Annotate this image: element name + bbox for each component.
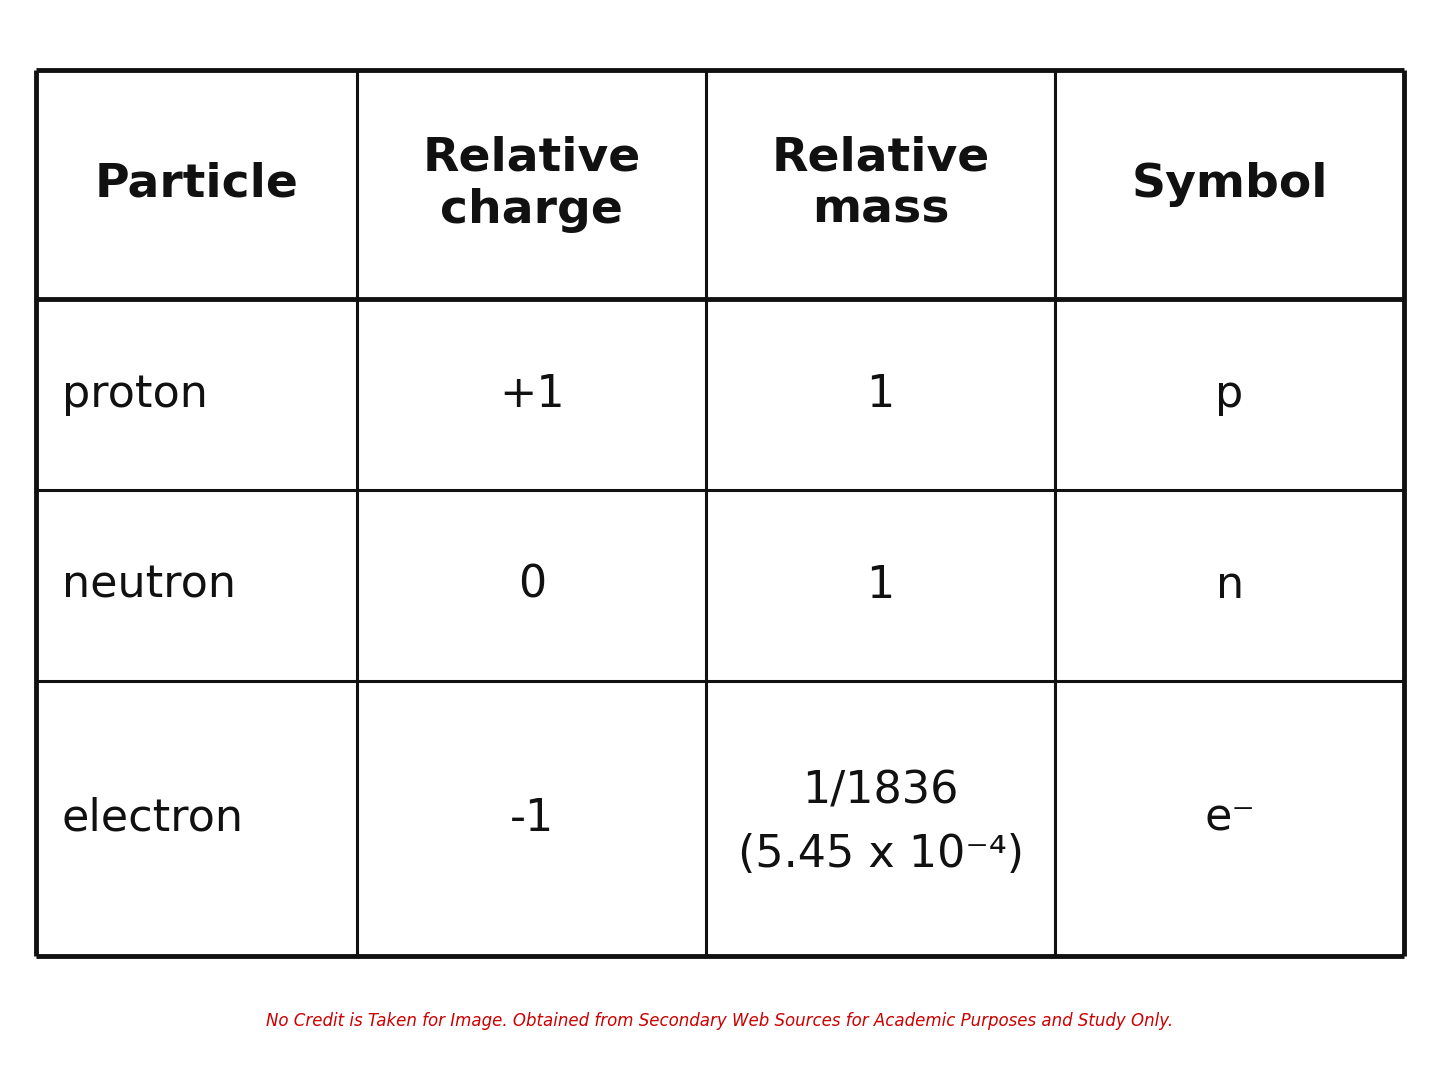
Bar [36, 680, 357, 956]
Bar [357, 680, 706, 956]
Text: n: n [1215, 564, 1244, 607]
Text: 1/1836: 1/1836 [802, 769, 959, 812]
Bar [36, 298, 357, 489]
Text: proton: proton [62, 373, 207, 416]
Bar [706, 489, 1056, 680]
Bar [1056, 680, 1404, 956]
Bar [1056, 70, 1404, 298]
Bar [706, 298, 1056, 489]
Bar [36, 70, 357, 298]
Bar [1056, 489, 1404, 680]
Text: +1: +1 [500, 373, 564, 416]
Text: Particle: Particle [95, 162, 298, 207]
Bar [357, 70, 706, 298]
Text: electron: electron [62, 797, 243, 840]
Bar [1056, 298, 1404, 489]
Text: Symbol: Symbol [1132, 162, 1328, 207]
Text: No Credit is Taken for Image. Obtained from Secondary Web Sources for Academic P: No Credit is Taken for Image. Obtained f… [266, 1012, 1174, 1029]
Text: Relative
mass: Relative mass [772, 136, 989, 233]
Text: 0: 0 [518, 564, 546, 607]
Text: -1: -1 [510, 797, 554, 840]
Text: Relative
charge: Relative charge [423, 136, 641, 233]
Text: 1: 1 [867, 373, 894, 416]
Bar [706, 70, 1056, 298]
Bar [36, 489, 357, 680]
Bar [357, 298, 706, 489]
Text: (5.45 x 10⁻⁴): (5.45 x 10⁻⁴) [737, 833, 1024, 876]
Text: 1: 1 [867, 564, 894, 607]
Text: e⁻: e⁻ [1204, 797, 1256, 840]
Bar [706, 680, 1056, 956]
Text: p: p [1215, 373, 1244, 416]
Bar [357, 489, 706, 680]
Text: neutron: neutron [62, 564, 236, 607]
